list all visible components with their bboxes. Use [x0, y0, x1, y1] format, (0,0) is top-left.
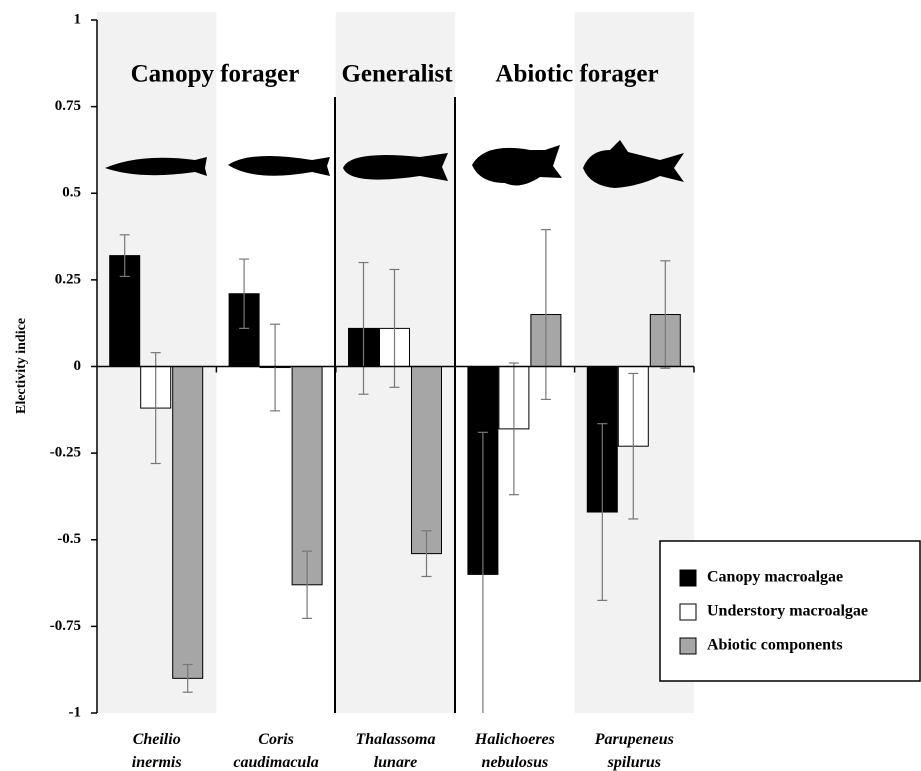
error-bar — [628, 372, 639, 520]
x-tick-label: Parupeneus spilurus — [594, 731, 674, 771]
y-axis-label: Electivity indice — [14, 318, 29, 414]
y-tick-label: -0.25 — [50, 445, 81, 461]
y-tick-label: -0.75 — [50, 618, 81, 634]
error-bar — [182, 663, 193, 693]
x-tick-label: Halichoeres nebulosus — [474, 731, 555, 771]
error-bar — [358, 261, 369, 395]
error-bar — [540, 229, 551, 401]
legend-swatch — [679, 603, 697, 621]
group-label: Canopy forager — [131, 61, 300, 88]
error-bar — [119, 234, 130, 278]
error-bar — [302, 550, 313, 620]
group-label: Generalist — [341, 61, 453, 88]
bar — [411, 366, 442, 555]
legend-swatch — [679, 637, 697, 655]
error-bar — [389, 268, 400, 388]
y-tick-label: 0.25 — [55, 271, 81, 287]
legend-swatch — [679, 569, 697, 587]
bar — [172, 366, 204, 679]
y-tick-label: 0.75 — [55, 98, 81, 114]
legend-box — [659, 540, 921, 682]
y-tick-label: 1 — [74, 11, 82, 27]
error-bar — [477, 431, 488, 713]
legend-label: Understory macroalgae — [707, 603, 868, 620]
legend-label: Abiotic components — [707, 637, 843, 654]
error-bar — [508, 362, 519, 496]
x-tick-label: Coris caudimacula — [233, 731, 318, 771]
x-tick-label: Thalassoma lunare — [355, 731, 435, 771]
plot-area: 1 0.75 0.5 0.25 0 -0.25 -0.5 -0.75 -1 Cheilio iner… — [50, 11, 695, 771]
fish-icons — [105, 140, 684, 188]
y-tick-label: 0 — [74, 358, 82, 374]
error-bar — [239, 258, 250, 329]
y-tick-label: 0.5 — [62, 185, 81, 201]
y-tick-label: -0.5 — [57, 531, 81, 547]
y-tick-label: -1 — [69, 704, 82, 720]
legend-label: Canopy macroalgae — [707, 569, 843, 586]
error-bar — [597, 423, 608, 601]
error-bar — [270, 323, 281, 412]
x-tick-label: Cheilio inermis — [132, 731, 182, 771]
error-bar — [150, 352, 161, 465]
error-bar — [660, 260, 671, 369]
group-label: Abiotic forager — [495, 61, 658, 88]
error-bar — [421, 530, 432, 578]
